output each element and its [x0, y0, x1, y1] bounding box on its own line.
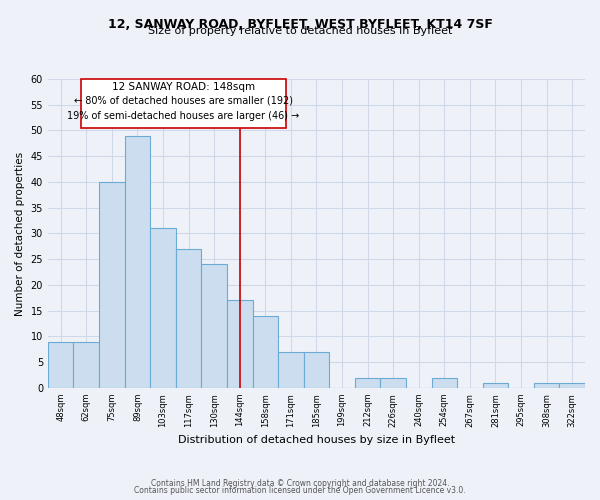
Text: Size of property relative to detached houses in Byfleet: Size of property relative to detached ho… [148, 26, 452, 36]
Bar [253, 316, 278, 388]
Text: 12 SANWAY ROAD: 148sqm: 12 SANWAY ROAD: 148sqm [112, 82, 255, 92]
Text: 19% of semi-detached houses are larger (46) →: 19% of semi-detached houses are larger (… [67, 111, 299, 121]
Bar [380, 378, 406, 388]
Text: ← 80% of detached houses are smaller (192): ← 80% of detached houses are smaller (19… [74, 96, 293, 106]
Text: 12, SANWAY ROAD, BYFLEET, WEST BYFLEET, KT14 7SF: 12, SANWAY ROAD, BYFLEET, WEST BYFLEET, … [107, 18, 493, 30]
Bar [278, 352, 304, 388]
Bar [176, 249, 202, 388]
Bar [73, 342, 99, 388]
X-axis label: Distribution of detached houses by size in Byfleet: Distribution of detached houses by size … [178, 435, 455, 445]
Bar [48, 342, 73, 388]
Text: Contains HM Land Registry data © Crown copyright and database right 2024.: Contains HM Land Registry data © Crown c… [151, 478, 449, 488]
Text: Contains public sector information licensed under the Open Government Licence v3: Contains public sector information licen… [134, 486, 466, 495]
Bar [227, 300, 253, 388]
Bar [202, 264, 227, 388]
Bar [534, 383, 559, 388]
Bar [304, 352, 329, 388]
Bar [355, 378, 380, 388]
Bar [559, 383, 585, 388]
Bar [125, 136, 150, 388]
Bar [431, 378, 457, 388]
Bar [150, 228, 176, 388]
FancyBboxPatch shape [81, 79, 286, 128]
Y-axis label: Number of detached properties: Number of detached properties [15, 152, 25, 316]
Bar [482, 383, 508, 388]
Bar [99, 182, 125, 388]
